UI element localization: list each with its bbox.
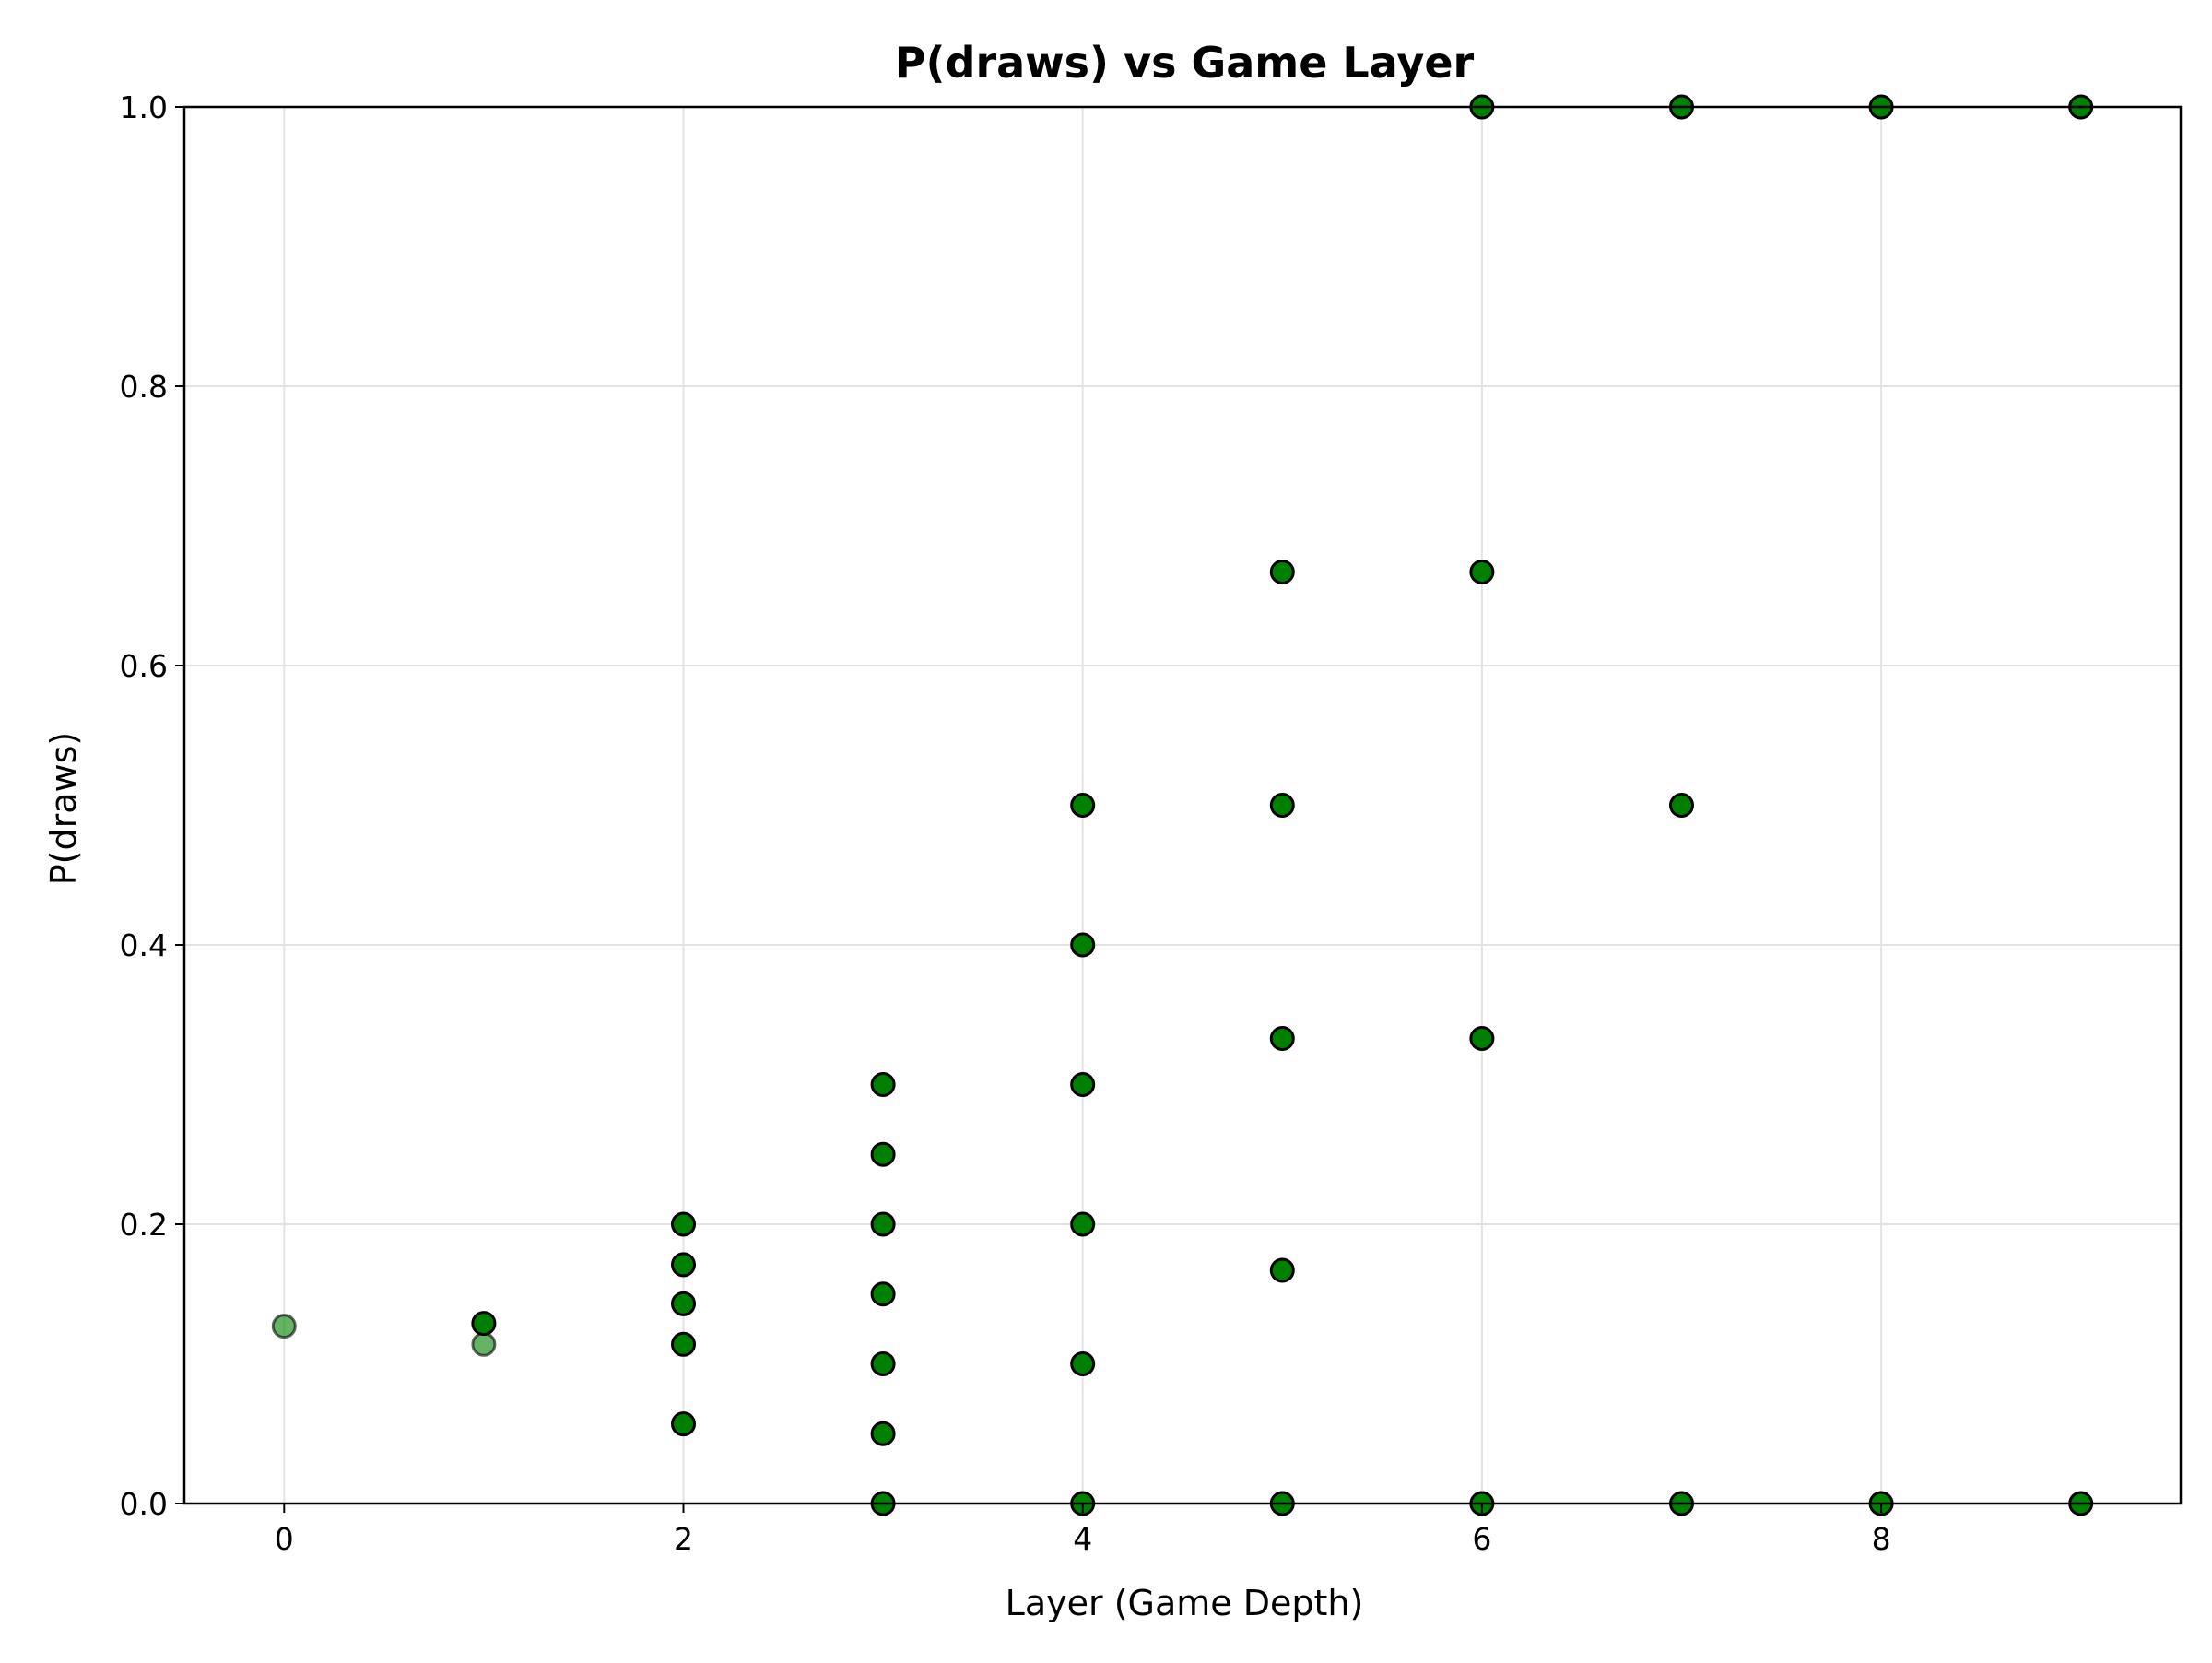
data-point bbox=[1469, 559, 1495, 584]
x-tick-label: 8 bbox=[1872, 1521, 1891, 1557]
gridlines bbox=[184, 106, 2181, 1504]
data-point bbox=[870, 1211, 896, 1237]
data-point bbox=[1269, 559, 1295, 584]
data-point bbox=[1469, 1026, 1495, 1052]
data-point bbox=[1269, 1257, 1295, 1283]
data-point bbox=[1070, 932, 1096, 958]
data-point bbox=[671, 1331, 696, 1357]
data-point bbox=[1269, 793, 1295, 818]
data-point bbox=[870, 1421, 896, 1446]
y-tick-label: 0.8 bbox=[120, 369, 168, 405]
data-point bbox=[1070, 1351, 1096, 1376]
data-point bbox=[1269, 1026, 1295, 1052]
x-axis-label: Layer (Game Depth) bbox=[1006, 1583, 1364, 1623]
data-point bbox=[471, 1331, 497, 1357]
data-point bbox=[271, 1314, 297, 1339]
chart-title: P(draws) vs Game Layer bbox=[895, 38, 1475, 88]
y-tick-label: 1.0 bbox=[120, 89, 168, 125]
x-tick-label: 0 bbox=[275, 1521, 294, 1557]
data-point bbox=[870, 1072, 896, 1097]
data-point bbox=[671, 1411, 696, 1437]
x-tick-label: 6 bbox=[1472, 1521, 1491, 1557]
data-points bbox=[271, 94, 2094, 1516]
data-point bbox=[671, 1291, 696, 1316]
y-tick-label: 0.6 bbox=[120, 648, 168, 684]
data-point bbox=[870, 1351, 896, 1376]
data-point bbox=[870, 1141, 896, 1167]
data-point bbox=[671, 1211, 696, 1237]
data-point bbox=[1070, 1072, 1096, 1097]
y-axis-label: P(draws) bbox=[43, 732, 84, 885]
y-tick-label: 0.0 bbox=[120, 1486, 168, 1522]
data-point bbox=[1669, 793, 1694, 818]
axis-ticks: 0 2 4 6 8 0.0 0.2 0.4 0.6 0.8 1.0 bbox=[120, 89, 1891, 1557]
x-tick-label: 2 bbox=[674, 1521, 693, 1557]
data-point bbox=[471, 1311, 497, 1337]
y-tick-label: 0.2 bbox=[120, 1207, 168, 1243]
data-point bbox=[870, 1281, 896, 1307]
plot-frame bbox=[182, 105, 2183, 1505]
x-tick-label: 4 bbox=[1073, 1521, 1092, 1557]
data-point bbox=[1070, 1211, 1096, 1237]
y-tick-label: 0.4 bbox=[120, 927, 168, 963]
data-point bbox=[671, 1252, 696, 1278]
data-point bbox=[1070, 793, 1096, 818]
